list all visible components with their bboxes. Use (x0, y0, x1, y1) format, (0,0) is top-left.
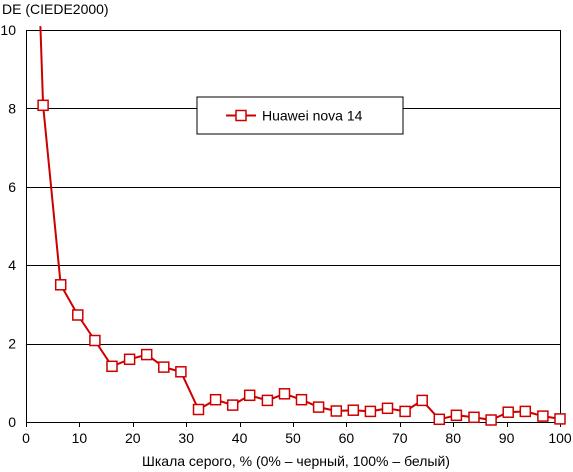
data-point (502, 406, 514, 418)
data-point (312, 401, 325, 413)
x-tick-label: 40 (232, 430, 248, 446)
data-point (89, 334, 101, 347)
data-point (72, 309, 84, 321)
data-point (433, 413, 446, 426)
data-point (450, 409, 463, 422)
x-axis-ticks: 0 10 20 30 40 50 60 70 80 90 100 (22, 422, 572, 446)
data-point (175, 366, 187, 378)
data-point (295, 393, 308, 406)
x-axis-title: Шкала серого, % (0% – черный, 100% – бел… (142, 453, 450, 469)
data-point (399, 405, 411, 418)
x-tick-label: 70 (392, 430, 408, 446)
data-point (226, 399, 239, 411)
y-axis-ticks: 0 2 4 6 8 10 (0, 22, 16, 430)
data-point (554, 413, 566, 425)
y-tick-label: 6 (8, 179, 16, 195)
data-point (37, 99, 49, 112)
y-tick-label: 0 (8, 414, 16, 430)
y-tick-label: 4 (8, 257, 16, 273)
data-point (261, 394, 274, 407)
legend-marker-swatch (235, 109, 247, 122)
x-tick-label: 0 (22, 430, 30, 446)
x-tick-label: 10 (72, 430, 88, 446)
x-tick-label: 20 (125, 430, 141, 446)
data-point (54, 279, 67, 291)
x-tick-label: 100 (548, 430, 572, 446)
grid-lines (26, 30, 560, 423)
data-point (158, 361, 170, 373)
x-tick-label: 50 (285, 430, 301, 446)
data-point (485, 414, 497, 426)
y-axis-title: DE (CIEDE2000) (2, 1, 109, 17)
legend: Huawei nova 14 (196, 96, 404, 135)
data-point (519, 405, 532, 418)
data-point (243, 389, 256, 402)
y-tick-label: 8 (8, 100, 16, 116)
x-tick-label: 90 (499, 430, 515, 446)
data-point (192, 403, 205, 416)
series-line (39, 26, 561, 421)
y-tick-label: 2 (8, 336, 16, 352)
series-group (37, 26, 566, 426)
data-point (347, 404, 360, 416)
data-point (416, 394, 428, 407)
data-point (364, 405, 377, 418)
data-point (278, 388, 291, 400)
data-point (330, 405, 343, 417)
x-tick-label: 30 (178, 430, 194, 446)
legend-box (196, 96, 404, 135)
data-point (123, 353, 136, 366)
data-point (468, 411, 480, 424)
y-tick-label: 10 (0, 22, 16, 38)
data-point (381, 402, 394, 415)
legend-label: Huawei nova 14 (262, 108, 363, 124)
data-point (140, 348, 153, 361)
data-point (537, 410, 549, 422)
data-point (106, 360, 118, 373)
x-tick-label: 80 (445, 430, 461, 446)
data-point (209, 393, 222, 406)
x-tick-label: 60 (339, 430, 355, 446)
